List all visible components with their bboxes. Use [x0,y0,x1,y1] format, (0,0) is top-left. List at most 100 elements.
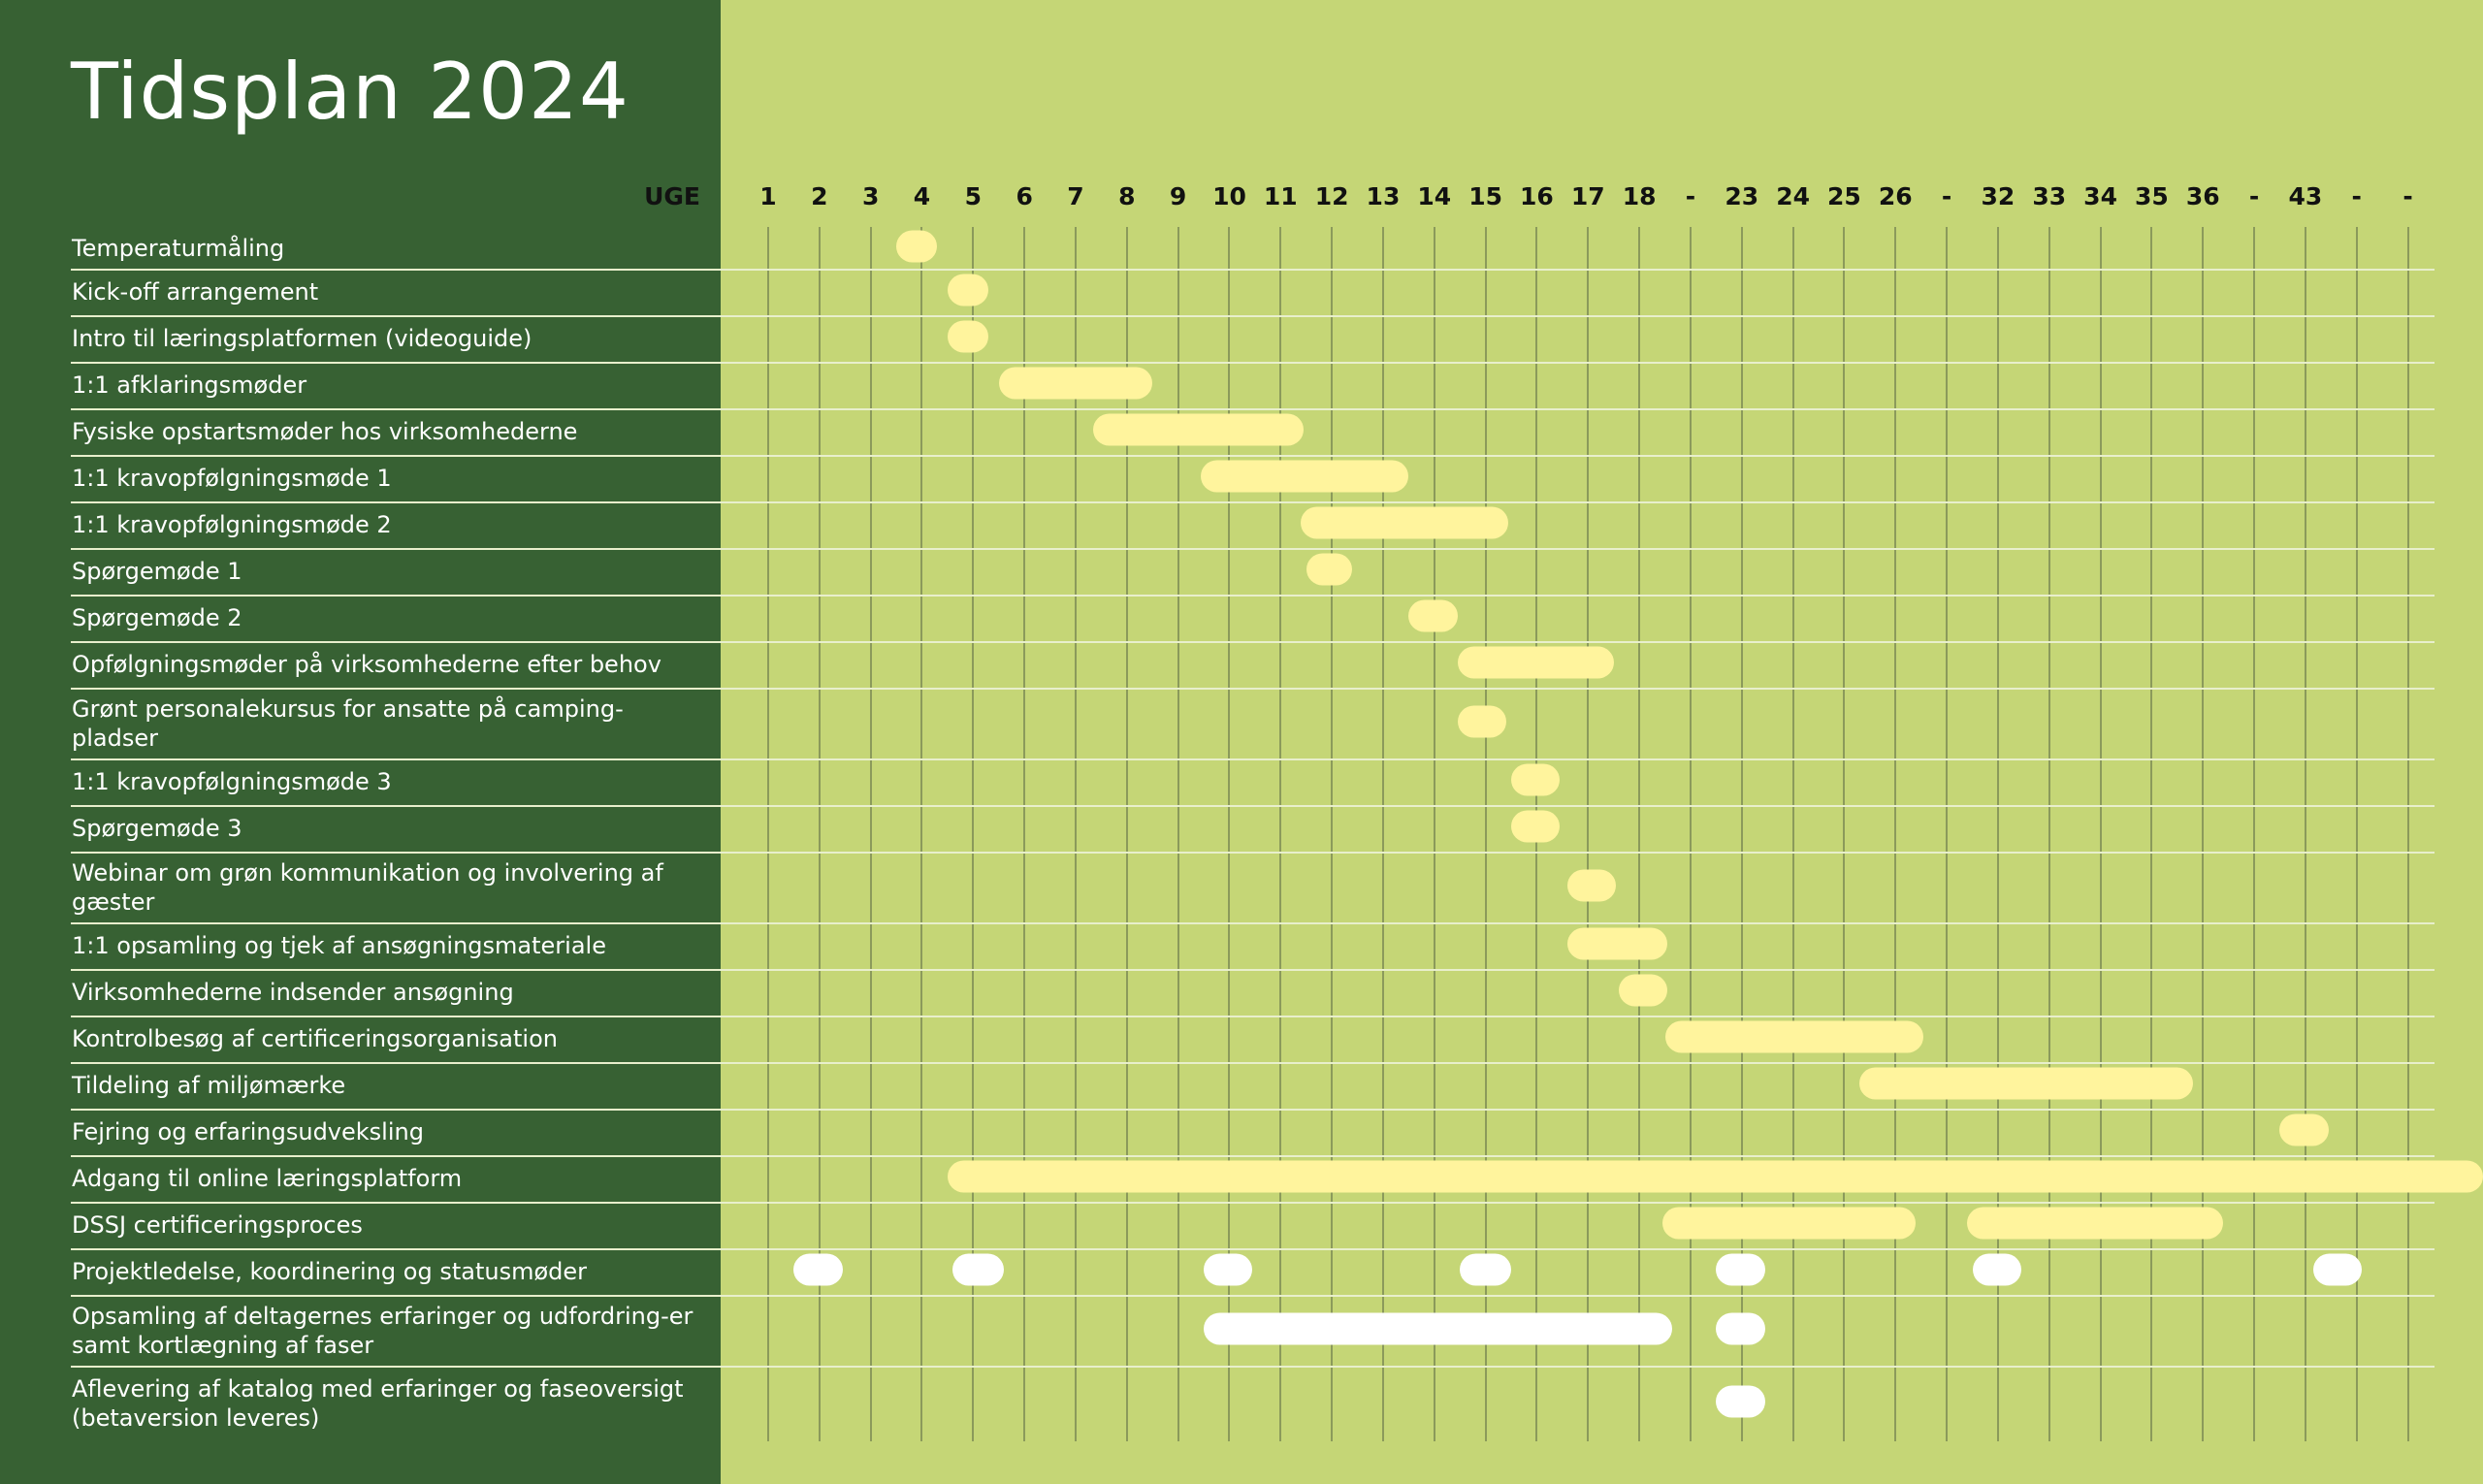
week-label: - [2351,182,2362,210]
task-label: Opfølgningsmøder på virksomhederne efter… [72,651,661,678]
task-bar [1716,1385,1765,1418]
task-label: Grønt personalekursus for ansatte på cam… [72,694,624,752]
week-label: 26 [1878,182,1913,210]
task-bar [947,320,989,353]
row-separator [71,1295,2435,1297]
task-label: Spørgemøde 2 [72,604,242,631]
row-separator [71,641,2435,643]
task-bar [947,1160,2483,1193]
week-label: 1 [759,182,777,210]
week-label: 11 [1263,182,1298,210]
grid-line [1279,227,1282,1441]
week-label: 7 [1067,182,1084,210]
task-label: 1:1 opsamling og tjek af ansøgningsmater… [72,932,606,959]
week-label: 17 [1570,182,1605,210]
row-separator [71,688,2435,690]
task-bar [896,230,938,262]
task-bar [1967,1207,2224,1240]
grid-line [920,227,923,1441]
task-bar [1301,506,1509,539]
week-label: 8 [1118,182,1136,210]
task-bar [793,1253,843,1286]
grid-line [869,227,872,1441]
week-label: - [2402,182,2413,210]
task-bar [947,274,989,306]
week-label: 3 [861,182,880,210]
task-bar [2279,1113,2329,1146]
week-label: 5 [964,182,983,210]
week-label: - [2248,182,2260,210]
row-separator [71,1109,2435,1111]
task-label: Tildeling af miljømærke [72,1072,346,1099]
task-label: Kick-off arrangement [72,278,319,306]
grid-line [1946,227,1949,1441]
grid-line [767,227,769,1441]
task-bar [2312,1253,2362,1286]
row-separator [71,969,2435,971]
week-label: 4 [913,182,931,210]
row-separator [71,362,2435,364]
task-label: Projektledelse, koordinering og statusmø… [72,1258,588,1285]
grid-line [1074,227,1077,1441]
grid-line [1689,227,1692,1441]
task-label: Intro til læringsplatformen (videoguide) [72,325,532,352]
task-bar [1093,413,1305,446]
grid-line [1331,227,1334,1441]
task-label: 1:1 kravopfølgningsmøde 3 [72,768,392,795]
week-label: 23 [1725,182,1759,210]
week-label: 24 [1776,182,1810,210]
week-label: 34 [2083,182,2117,210]
grid-line [2253,227,2256,1441]
week-label: 13 [1366,182,1401,210]
week-label: 16 [1520,182,1554,210]
grid-line [1228,227,1231,1441]
task-bar [1306,553,1353,586]
task-label: Spørgemøde 3 [72,815,242,842]
week-label: 14 [1417,182,1452,210]
week-label: 36 [2185,182,2220,210]
week-label: 33 [2032,182,2067,210]
task-label: Spørgemøde 1 [72,558,242,585]
week-label: 2 [811,182,828,210]
grid-line [2099,227,2102,1441]
grid-line [1587,227,1590,1441]
grid-line [2355,227,2358,1441]
task-bar [998,367,1153,400]
grid-line [818,227,821,1441]
grid-line [2304,227,2306,1441]
grid-line [2202,227,2205,1441]
row-separator [71,922,2435,924]
week-label: 43 [2288,182,2323,210]
page-title: Tidsplan 2024 [71,47,629,137]
grid-line [1484,227,1487,1441]
row-separator [71,1062,2435,1064]
grid-line [1023,227,1026,1441]
task-label: Virksomhederne indsender ansøgning [72,979,514,1006]
row-separator [71,1016,2435,1017]
task-label: Adgang til online læringsplatform [72,1165,463,1192]
row-separator [71,315,2435,317]
task-label: Temperaturmåling [72,234,285,262]
task-bar [1457,646,1614,679]
task-bar [1511,763,1561,796]
task-label: Fejring og erfaringsudveksling [72,1118,424,1145]
task-bar [1661,1207,1917,1240]
row-separator [71,1248,2435,1250]
grid-line [1843,227,1846,1441]
grid-line [1996,227,1999,1441]
task-bar [952,1253,1005,1286]
row-separator [71,595,2435,597]
grid-line [2406,227,2409,1441]
week-label: 18 [1622,182,1657,210]
task-label: Fysiske opstartsmøder hos virksomhederne [72,418,578,445]
task-label: 1:1 afklaringsmøder [72,371,307,399]
week-label: - [1941,182,1952,210]
task-label: Aflevering af katalog med erfaringer og … [72,1375,684,1432]
grid-line [1381,227,1384,1441]
row-separator [71,1155,2435,1157]
row-separator [71,455,2435,457]
row-separator [71,758,2435,760]
task-label: Kontrolbesøg af certificeringsorganisati… [72,1025,558,1052]
task-bar [1716,1312,1765,1344]
week-header-label: UGE [644,182,700,210]
